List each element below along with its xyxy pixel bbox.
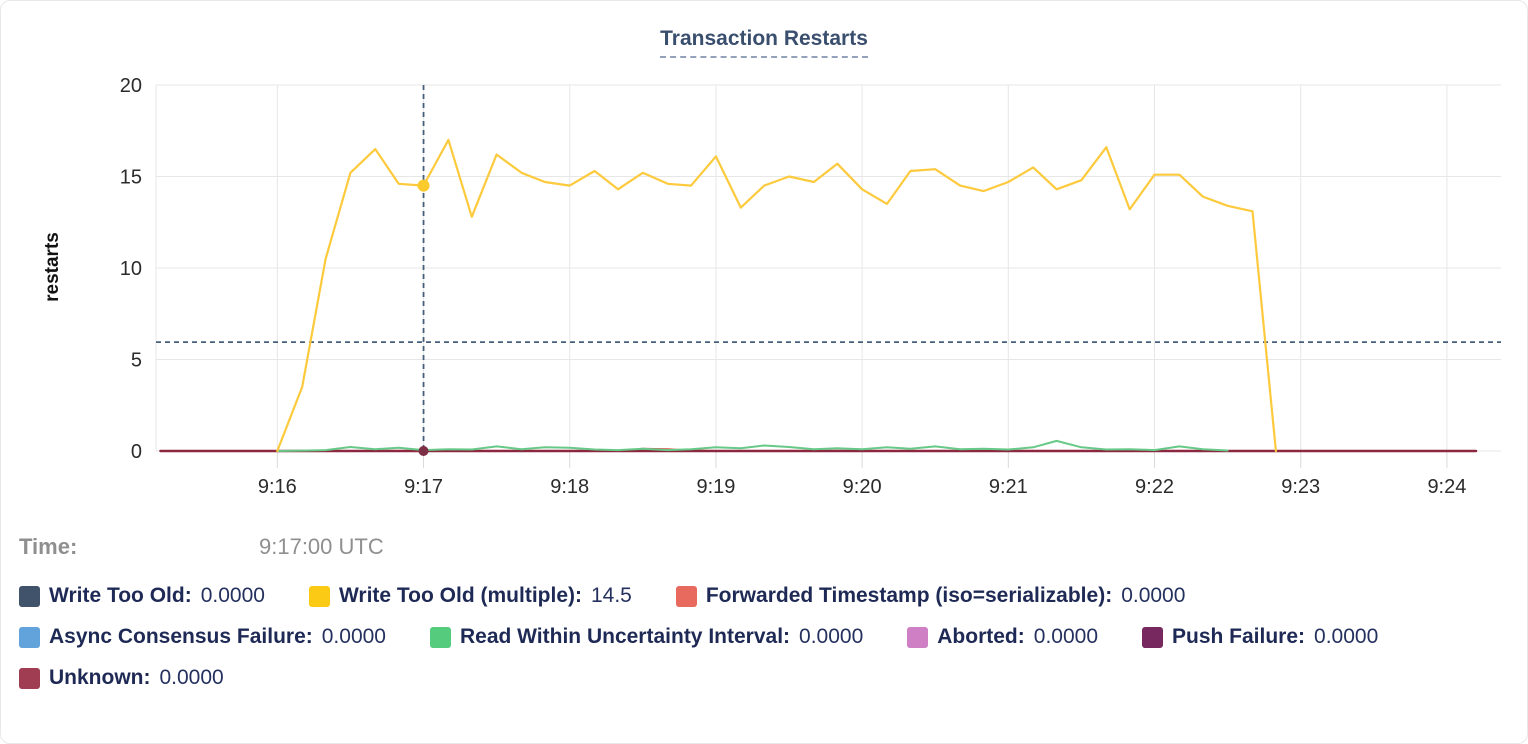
y-tick-label: 20	[120, 75, 142, 97]
transaction-restarts-chart[interactable]: 0 5 10 15 20 9:16 9:17 9:18 9:19 9:20 9:21 9:22 9:23…	[1, 1, 1528, 506]
x-tick-label: 9:22	[1135, 476, 1174, 498]
legend-row-2: Async Consensus Failure: 0.0000 Read Wit…	[19, 625, 1527, 649]
legend-item-push-failure: Push Failure: 0.0000	[1142, 625, 1378, 649]
legend-swatch-read-within-uncertainty-interval	[429, 626, 451, 648]
legend-value: 0.0000	[321, 625, 386, 648]
legend-item-async-consensus-failure: Async Consensus Failure: 0.0000	[19, 625, 386, 649]
legend-row-3: Unknown: 0.0000	[19, 666, 1527, 690]
legend-value: 14.5	[590, 584, 632, 607]
time-value: 9:17:00 UTC	[259, 534, 384, 559]
y-tick-label: 0	[131, 441, 142, 463]
x-tick-label: 9:23	[1281, 476, 1320, 498]
legend-label: Forwarded Timestamp (iso=serializable):	[705, 584, 1113, 607]
y-tick-label: 5	[131, 350, 142, 372]
y-tick-label: 10	[120, 258, 142, 280]
legend-swatch-async-consensus-failure	[19, 626, 40, 648]
chart-title[interactable]: Transaction Restarts	[660, 27, 868, 58]
legend-swatch-unknown	[19, 667, 40, 689]
chart-title-row: Transaction Restarts	[1, 27, 1527, 58]
x-tick-label: 9:20	[843, 476, 882, 498]
legend-swatch-write-too-old	[19, 585, 40, 607]
time-label: Time:	[19, 534, 78, 559]
legend-label: Async Consensus Failure:	[49, 625, 313, 648]
x-tick-label: 9:21	[989, 476, 1028, 498]
legend-value: 0.0000	[799, 625, 864, 648]
legend-label: Write Too Old:	[49, 584, 192, 607]
x-tick-label: 9:18	[550, 476, 589, 498]
legend-value: 0.0000	[1121, 584, 1186, 607]
legend-label: Push Failure:	[1172, 625, 1306, 648]
legend-value: 0.0000	[159, 666, 224, 689]
legend-label: Unknown:	[49, 666, 151, 689]
x-tick-label: 9:17	[404, 476, 443, 498]
legend-label: Write Too Old (multiple):	[338, 584, 582, 607]
legend-item-read-within-uncertainty-interval: Read Within Uncertainty Interval: 0.0000	[429, 625, 864, 649]
hover-dot	[417, 179, 430, 192]
legend-value: 0.0000	[200, 584, 265, 607]
legend-label: Aborted:	[937, 625, 1025, 648]
legend-label: Read Within Uncertainty Interval:	[459, 625, 791, 648]
x-tick-label: 9:19	[696, 476, 735, 498]
legend-swatch-aborted	[907, 626, 929, 648]
hover-dot	[418, 446, 429, 456]
legend-swatch-write-too-old-multiple	[308, 585, 330, 607]
hover-tooltip-readout: Time: 9:17:00 UTC Write Too Old: 0.0000 …	[1, 534, 1527, 690]
legend-swatch-forwarded-timestamp	[675, 585, 697, 607]
legend-item-unknown: Unknown: 0.0000	[19, 666, 224, 690]
chart-canvas[interactable]: 0 5 10 15 20 9:16 9:17 9:18 9:19 9:20 9:21 9:22 9:23…	[1, 1, 1528, 506]
series-line-read-within-uncertainty-interval	[276, 439, 1229, 452]
legend-swatch-push-failure	[1142, 626, 1163, 648]
y-tick-label: 15	[120, 167, 142, 189]
legend-item-write-too-old: Write Too Old: 0.0000	[19, 584, 265, 608]
legend-item-aborted: Aborted: 0.0000	[907, 625, 1098, 649]
legend-row-1: Write Too Old: 0.0000 Write Too Old (mul…	[19, 584, 1527, 608]
legend-value: 0.0000	[1033, 625, 1098, 648]
series-line-write-too-old-multiple	[276, 138, 1278, 453]
legend-item-write-too-old-multiple: Write Too Old (multiple): 14.5	[308, 584, 632, 608]
legend-item-forwarded-timestamp: Forwarded Timestamp (iso=serializable): …	[675, 584, 1186, 608]
legend-value: 0.0000	[1314, 625, 1379, 648]
y-axis-label: restarts	[42, 232, 63, 302]
x-tick-label: 9:24	[1427, 476, 1466, 498]
x-tick-label: 9:16	[258, 476, 297, 498]
tooltip-time-row: Time: 9:17:00 UTC	[19, 534, 1527, 560]
